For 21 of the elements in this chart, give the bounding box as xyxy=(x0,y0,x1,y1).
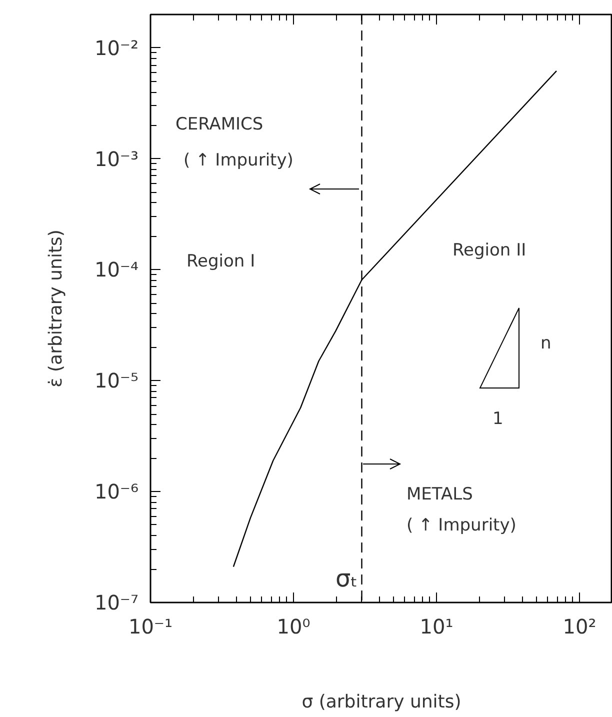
x-tick-label: 10² xyxy=(562,614,596,638)
y-tick-label: 10⁻⁶ xyxy=(94,480,139,504)
annotation: 1 xyxy=(492,409,504,429)
annotation: METALS xyxy=(406,484,473,504)
annotation: Region II xyxy=(452,240,526,260)
annotation: CERAMICS xyxy=(176,114,264,134)
y-tick-label: 10⁻⁴ xyxy=(94,258,139,282)
y-axis-title: ε̇ (arbitrary units) xyxy=(45,230,66,388)
y-tick-label: 10⁻³ xyxy=(94,146,139,171)
y-tick-label: 10⁻² xyxy=(94,36,139,60)
annotation: n xyxy=(540,334,552,354)
x-tick-label: 10⁻¹ xyxy=(128,614,173,638)
annotation: Region I xyxy=(186,252,256,272)
x-tick-label: 10¹ xyxy=(420,614,454,638)
y-tick-label: 10⁻⁵ xyxy=(94,368,139,393)
ref-line-label: σₜ xyxy=(335,564,358,592)
x-tick-label: 10⁰ xyxy=(276,614,310,638)
x-axis-title: σ (arbitrary units) xyxy=(302,692,462,712)
annotation: ( ↑ Impurity) xyxy=(406,516,516,536)
annotation: ( ↑ Impurity) xyxy=(184,150,294,170)
y-tick-label: 10⁻⁷ xyxy=(94,590,139,614)
